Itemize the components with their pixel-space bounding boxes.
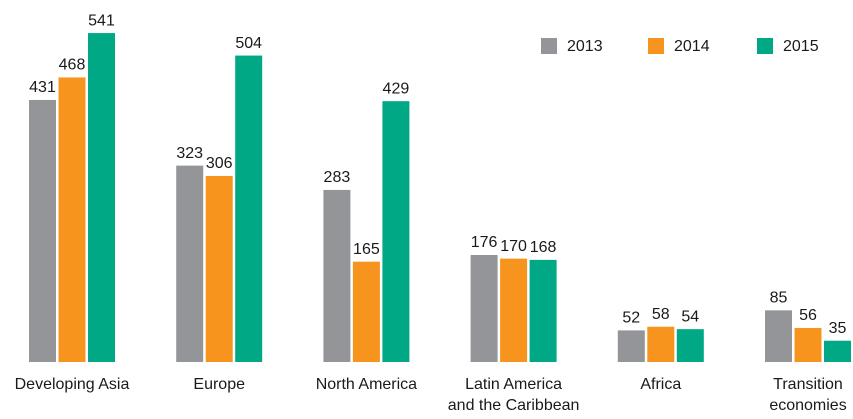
bar <box>617 330 645 362</box>
x-tick-label: Africa <box>640 376 681 393</box>
legend-label: 2013 <box>567 38 603 55</box>
bar <box>794 327 822 362</box>
bar <box>88 33 115 363</box>
value-label: 56 <box>799 307 817 324</box>
bar <box>352 261 380 362</box>
value-label: 504 <box>235 35 262 52</box>
bar <box>765 310 792 362</box>
x-tick-label: Europe <box>193 376 245 393</box>
x-tick-label: North America <box>316 376 417 393</box>
value-label: 168 <box>530 239 557 256</box>
bar <box>470 254 498 362</box>
legend-swatch <box>541 38 557 54</box>
bar <box>676 329 704 362</box>
bar <box>500 258 528 362</box>
x-tick-label: Latin America <box>465 376 562 393</box>
value-label: 165 <box>353 241 380 258</box>
value-label: 54 <box>681 308 699 325</box>
bar <box>176 165 204 362</box>
legend-label: 2015 <box>783 38 819 55</box>
legend-swatch <box>757 38 773 54</box>
bar <box>647 326 675 362</box>
bar <box>235 55 263 363</box>
value-label: 541 <box>88 12 115 29</box>
value-label: 35 <box>829 320 847 337</box>
x-tick-label: Transition <box>773 376 843 393</box>
value-label: 58 <box>652 306 670 323</box>
value-label: 52 <box>622 310 640 327</box>
x-tick-label: and the Caribbean <box>448 397 580 414</box>
bar <box>29 99 56 363</box>
bar <box>529 259 557 362</box>
value-label: 176 <box>471 234 498 251</box>
value-label: 323 <box>176 145 203 162</box>
value-label: 170 <box>500 238 527 255</box>
legend-label: 2014 <box>674 38 710 55</box>
bar <box>382 101 410 362</box>
value-label: 429 <box>383 80 410 97</box>
bar <box>824 340 851 362</box>
bar <box>323 189 351 362</box>
value-label: 85 <box>770 290 788 307</box>
bar <box>58 77 86 363</box>
value-label: 468 <box>59 57 86 74</box>
x-tick-label: economies <box>769 397 846 414</box>
value-label: 431 <box>29 79 56 96</box>
legend-swatch <box>648 38 664 54</box>
x-tick-label: Developing Asia <box>15 376 130 393</box>
value-label: 306 <box>206 155 233 172</box>
bar <box>205 175 233 362</box>
value-label: 283 <box>324 169 351 186</box>
